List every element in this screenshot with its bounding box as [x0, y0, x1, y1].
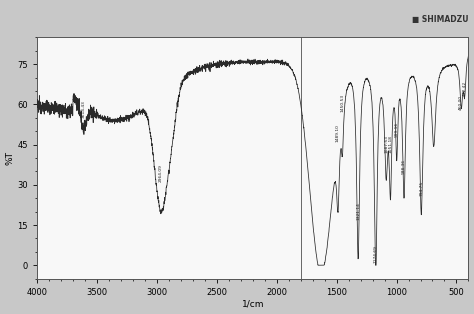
Y-axis label: %T: %T — [6, 151, 15, 165]
Text: 1450.53: 1450.53 — [340, 94, 345, 112]
Text: 1321.14: 1321.14 — [356, 202, 360, 219]
Text: 460.00: 460.00 — [459, 95, 463, 110]
Text: 999.16: 999.16 — [395, 122, 399, 137]
Text: 1051.18: 1051.18 — [388, 135, 392, 153]
Text: 1174.69: 1174.69 — [374, 245, 378, 263]
X-axis label: 1/cm: 1/cm — [241, 300, 264, 308]
Text: ■ SHIMADZU: ■ SHIMADZU — [412, 15, 468, 24]
Text: 3614.43: 3614.43 — [81, 100, 85, 118]
Text: 938.36: 938.36 — [402, 159, 406, 174]
Text: 794.75: 794.75 — [419, 180, 423, 196]
Text: 1489.10: 1489.10 — [336, 124, 340, 142]
Text: 432.42: 432.42 — [463, 81, 466, 96]
Text: 1087.53: 1087.53 — [384, 135, 388, 153]
Text: 2964.09: 2964.09 — [159, 164, 163, 182]
